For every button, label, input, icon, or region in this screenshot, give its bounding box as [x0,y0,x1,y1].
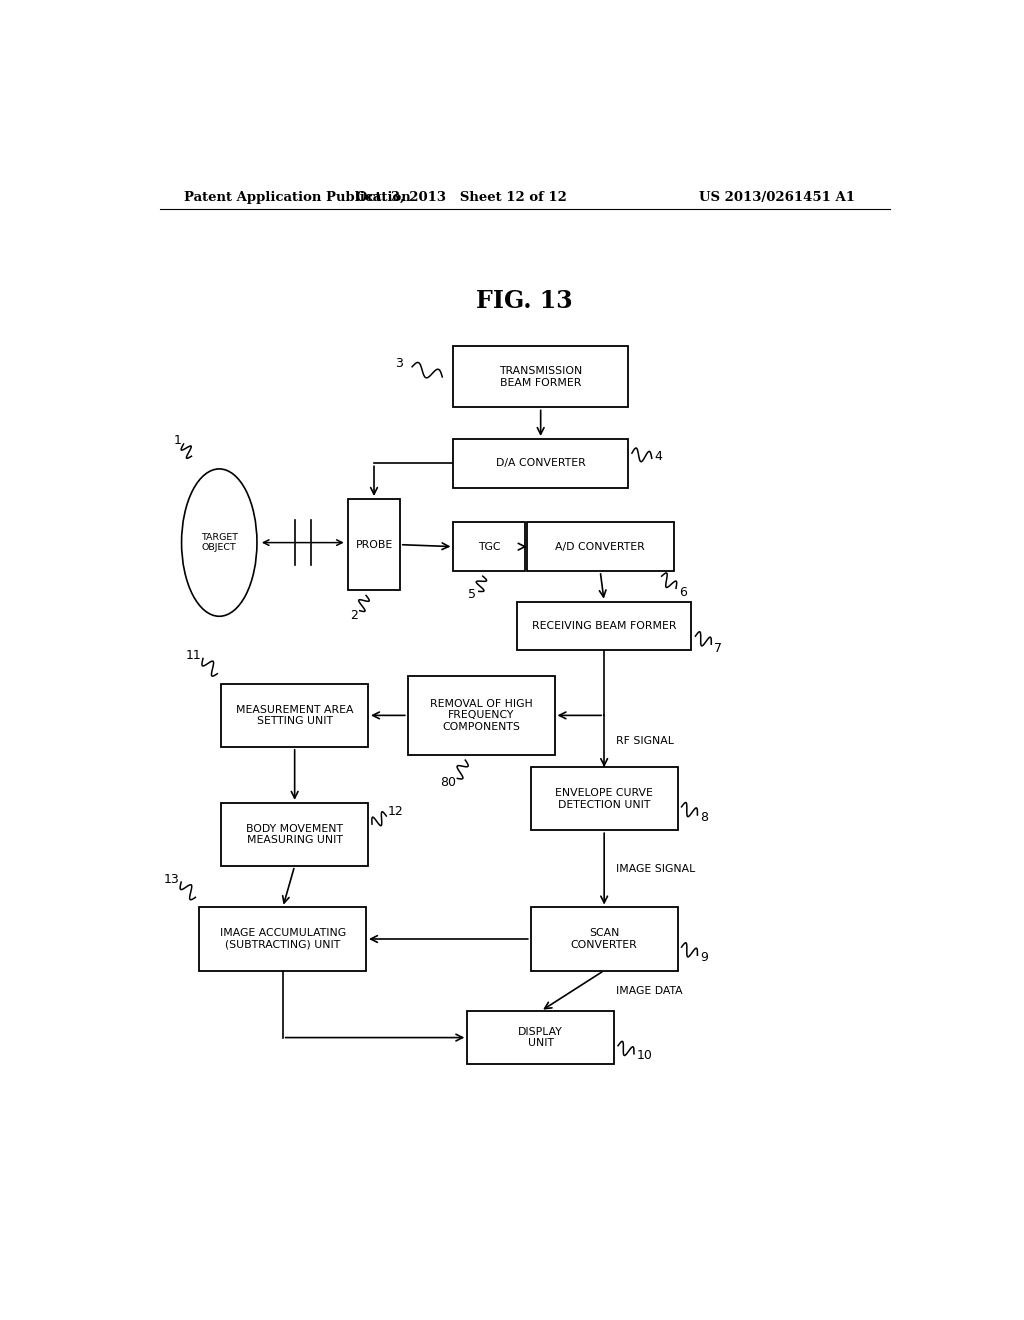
FancyBboxPatch shape [408,676,555,755]
Text: RECEIVING BEAM FORMER: RECEIVING BEAM FORMER [531,620,677,631]
Text: 13: 13 [164,873,179,886]
Text: 7: 7 [714,642,722,655]
Text: ENVELOPE CURVE
DETECTION UNIT: ENVELOPE CURVE DETECTION UNIT [555,788,653,809]
Text: PROBE: PROBE [355,540,392,549]
FancyBboxPatch shape [454,523,524,572]
Text: BODY MOVEMENT
MEASURING UNIT: BODY MOVEMENT MEASURING UNIT [246,824,343,845]
Text: 9: 9 [699,950,708,964]
Text: FIG. 13: FIG. 13 [476,289,573,313]
Text: 80: 80 [439,776,456,789]
Text: SCAN
CONVERTER: SCAN CONVERTER [570,928,638,950]
FancyBboxPatch shape [348,499,399,590]
FancyBboxPatch shape [454,346,628,408]
FancyBboxPatch shape [221,684,368,747]
Text: 2: 2 [350,610,358,622]
Text: 1: 1 [173,434,181,447]
Text: Patent Application Publication: Patent Application Publication [183,190,411,203]
FancyBboxPatch shape [221,803,368,866]
Text: TRANSMISSION
BEAM FORMER: TRANSMISSION BEAM FORMER [499,366,583,388]
Text: 4: 4 [654,450,663,463]
Text: REMOVAL OF HIGH
FREQUENCY
COMPONENTS: REMOVAL OF HIGH FREQUENCY COMPONENTS [430,698,532,733]
Text: 8: 8 [699,810,708,824]
Text: US 2013/0261451 A1: US 2013/0261451 A1 [699,190,855,203]
Text: MEASUREMENT AREA
SETTING UNIT: MEASUREMENT AREA SETTING UNIT [236,705,353,726]
Text: IMAGE DATA: IMAGE DATA [616,986,683,995]
Text: IMAGE SIGNAL: IMAGE SIGNAL [616,863,695,874]
Text: DISPLAY
UNIT: DISPLAY UNIT [518,1027,563,1048]
Text: RF SIGNAL: RF SIGNAL [616,737,674,746]
Text: 10: 10 [636,1049,652,1063]
Text: Oct. 3, 2013   Sheet 12 of 12: Oct. 3, 2013 Sheet 12 of 12 [356,190,566,203]
FancyBboxPatch shape [200,907,367,970]
FancyBboxPatch shape [530,907,678,970]
FancyBboxPatch shape [530,767,678,830]
FancyBboxPatch shape [526,523,674,572]
Text: 3: 3 [394,358,402,370]
Text: 12: 12 [388,805,403,818]
Text: 6: 6 [679,586,687,599]
Text: TGC: TGC [478,541,501,552]
Text: D/A CONVERTER: D/A CONVERTER [496,458,586,469]
Text: 11: 11 [185,649,202,661]
Text: A/D CONVERTER: A/D CONVERTER [555,541,645,552]
FancyBboxPatch shape [467,1011,614,1064]
Text: TARGET
OBJECT: TARGET OBJECT [201,533,238,552]
Text: 5: 5 [468,587,476,601]
FancyBboxPatch shape [517,602,691,651]
FancyBboxPatch shape [454,440,628,487]
Ellipse shape [181,469,257,616]
Text: IMAGE ACCUMULATING
(SUBTRACTING) UNIT: IMAGE ACCUMULATING (SUBTRACTING) UNIT [220,928,346,950]
